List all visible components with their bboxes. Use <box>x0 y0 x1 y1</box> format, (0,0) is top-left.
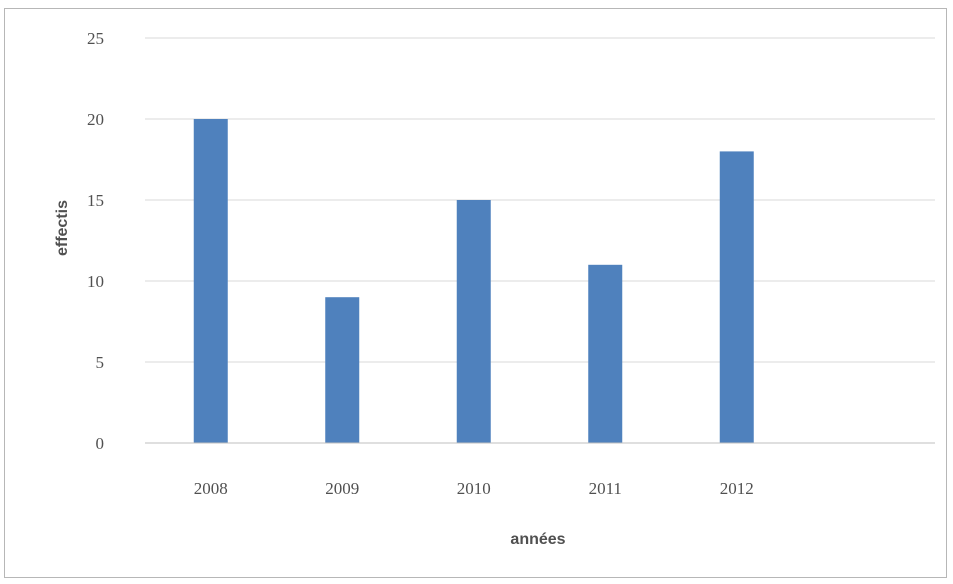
bars <box>193 119 754 443</box>
y-tick-label: 15 <box>87 191 104 210</box>
bar-2008 <box>193 119 228 443</box>
y-tick-label: 0 <box>96 434 105 453</box>
x-tick-label: 2010 <box>457 479 491 498</box>
y-axis-title: effectis <box>54 200 71 256</box>
bar-2009 <box>325 297 360 443</box>
x-axis-title: années <box>510 531 565 548</box>
bar-2011 <box>588 264 623 443</box>
y-tick-label: 5 <box>96 353 105 372</box>
x-tick-label: 2012 <box>720 479 754 498</box>
y-tick-label: 10 <box>87 272 104 291</box>
y-tick-label: 25 <box>87 29 104 48</box>
grid-lines <box>145 37 935 363</box>
x-tick-label: 2009 <box>325 479 359 498</box>
bar-2012 <box>719 151 754 443</box>
x-tick-label: 2008 <box>194 479 228 498</box>
bar-2010 <box>456 200 491 443</box>
y-tick-label: 20 <box>87 110 104 129</box>
x-tick-label: 2011 <box>589 479 622 498</box>
y-axis-ticks: 0 5 10 15 20 25 <box>87 29 104 453</box>
x-axis-ticks: 2008 2009 2010 2011 2012 <box>194 479 754 498</box>
